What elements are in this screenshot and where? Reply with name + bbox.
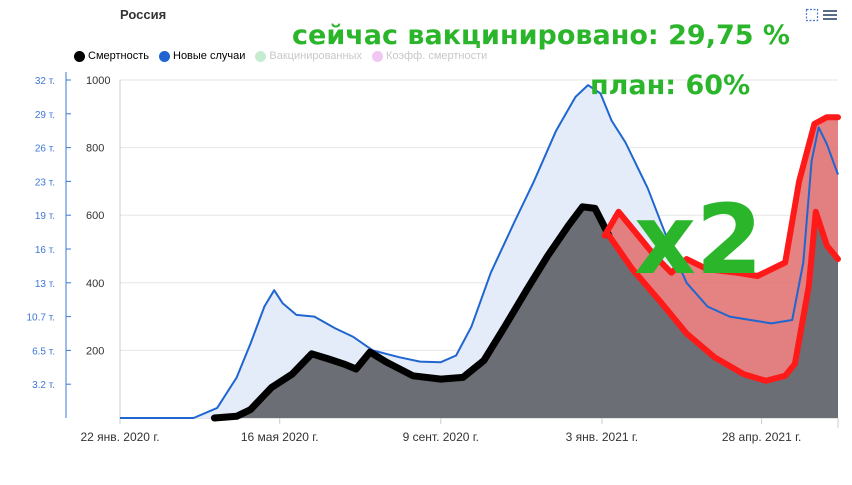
x-tick-label: 9 сент. 2020 г. xyxy=(403,430,479,444)
chart-legend: Смертность Новые случаи Вакцинированных … xyxy=(74,50,487,62)
legend-dot-new-cases xyxy=(159,50,170,62)
y-left-tick-label: 32 т. xyxy=(35,76,55,87)
y-right-tick-label: 200 xyxy=(86,345,104,357)
y-left-tick-label: 6.5 т. xyxy=(32,346,55,357)
menu-icon[interactable] xyxy=(822,8,838,22)
y-left-tick-label: 29 т. xyxy=(35,110,55,121)
deaths-line xyxy=(210,203,613,422)
y-right-tick-label: 600 xyxy=(86,210,104,222)
x-tick-label: 28 апр. 2021 г. xyxy=(722,430,801,444)
y-left-tick-label: 3.2 т. xyxy=(32,380,55,391)
legend-dot-vaccinated xyxy=(255,50,267,62)
legend-label-vaccinated: Вакцинированных xyxy=(269,50,362,62)
annotation-vaccinated: сейчас вакцинировано: 29,75 % xyxy=(292,20,790,51)
legend-item-death-rate[interactable]: Коэфф. смертности xyxy=(371,50,488,62)
x-tick-label: 16 мая 2020 г. xyxy=(241,430,319,444)
y-left-tick-label: 23 т. xyxy=(35,177,55,188)
y-left-tick-label: 13 т. xyxy=(35,279,55,290)
y-left-tick-label: 26 т. xyxy=(35,144,55,155)
chart-toolbar xyxy=(805,8,838,22)
chart-title: Россия xyxy=(120,7,167,22)
legend-item-deaths[interactable]: Смертность xyxy=(74,50,149,62)
annotation-x2: x2 xyxy=(634,184,763,296)
new-cases-line xyxy=(120,84,839,419)
select-icon[interactable] xyxy=(805,8,819,22)
y-right-tick-label: 1000 xyxy=(86,75,110,87)
y-right-tick-label: 400 xyxy=(86,278,104,290)
y-left-tick-label: 10.7 т. xyxy=(27,313,56,324)
annotation-plan: план: 60% xyxy=(590,70,751,101)
highlight-upper-outline xyxy=(601,114,841,279)
legend-label-deaths: Смертность xyxy=(88,50,149,62)
y-right-tick-label: 800 xyxy=(86,143,104,155)
y-left-tick-label: 16 т. xyxy=(35,245,55,256)
deaths-area xyxy=(120,206,838,418)
legend-dot-deaths xyxy=(74,50,85,62)
y-left-tick-label: 19 т. xyxy=(35,211,55,222)
highlight-lower-outline xyxy=(605,208,841,384)
legend-label-new-cases: Новые случаи xyxy=(173,50,246,62)
legend-item-new-cases[interactable]: Новые случаи xyxy=(159,50,245,62)
x-tick-label: 3 янв. 2021 г. xyxy=(566,430,638,444)
legend-label-death-rate: Коэфф. смертности xyxy=(385,50,488,62)
x-tick-label: 22 янв. 2020 г. xyxy=(80,430,159,444)
legend-dot-death-rate xyxy=(371,50,383,62)
legend-item-vaccinated[interactable]: Вакцинированных xyxy=(255,50,362,62)
highlight-region xyxy=(604,117,838,381)
